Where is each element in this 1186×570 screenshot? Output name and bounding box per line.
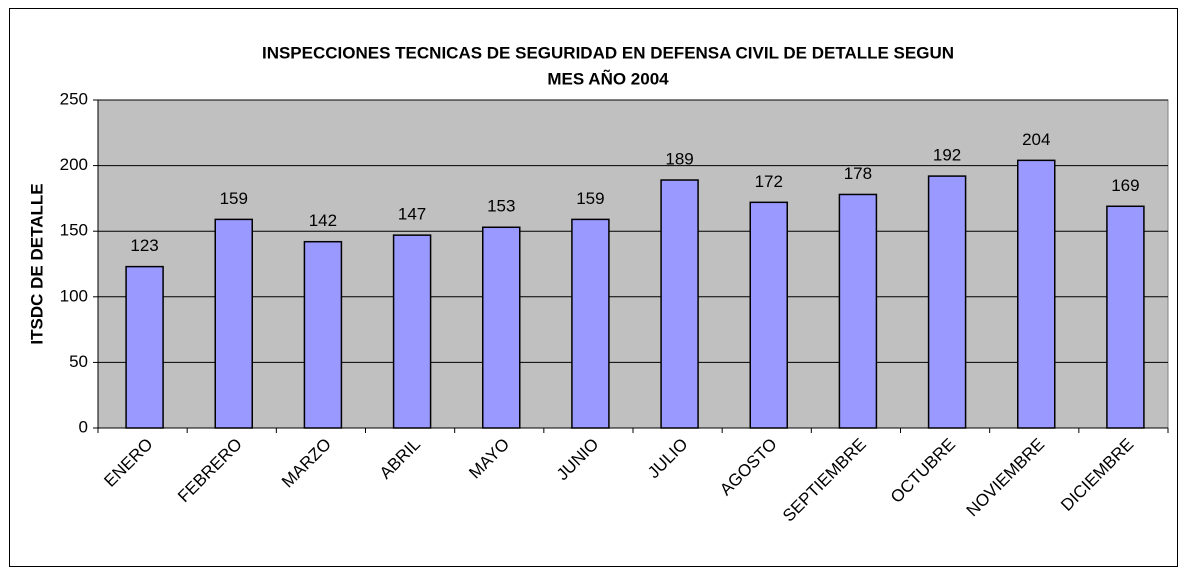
data-label: 159 — [220, 189, 248, 208]
bar — [303, 240, 343, 429]
y-tick-label: 100 — [60, 286, 88, 305]
bar — [749, 201, 788, 429]
data-label: 189 — [665, 150, 693, 169]
chart-title: MES AÑO 2004 — [547, 68, 669, 88]
bar — [571, 218, 610, 429]
bar — [214, 218, 253, 429]
y-tick-label: 200 — [60, 155, 88, 174]
bar — [838, 193, 878, 429]
y-tick-label: 250 — [60, 89, 88, 108]
data-label: 153 — [487, 197, 515, 216]
data-label: 172 — [755, 172, 783, 191]
data-label: 192 — [933, 146, 961, 165]
bar — [1106, 205, 1145, 429]
plot-area — [97, 99, 1169, 429]
data-label: 147 — [398, 205, 426, 224]
data-label: 123 — [130, 236, 158, 255]
bar — [660, 179, 699, 429]
data-label: 178 — [844, 164, 872, 183]
bar — [482, 226, 521, 429]
y-tick-label: 50 — [69, 352, 88, 371]
bar — [392, 234, 432, 429]
bar — [927, 175, 967, 429]
y-tick-label: 150 — [60, 221, 88, 240]
y-tick-label: 0 — [79, 417, 88, 436]
data-label: 169 — [1111, 176, 1139, 195]
data-label: 204 — [1022, 130, 1050, 149]
bar — [1017, 159, 1056, 429]
data-label: 142 — [309, 211, 337, 230]
data-label: 159 — [576, 189, 604, 208]
y-axis-title: ITSDC DE DETALLE — [27, 183, 46, 344]
chart-title: INSPECCIONES TECNICAS DE SEGURIDAD EN DE… — [262, 43, 954, 62]
bar — [125, 265, 164, 429]
